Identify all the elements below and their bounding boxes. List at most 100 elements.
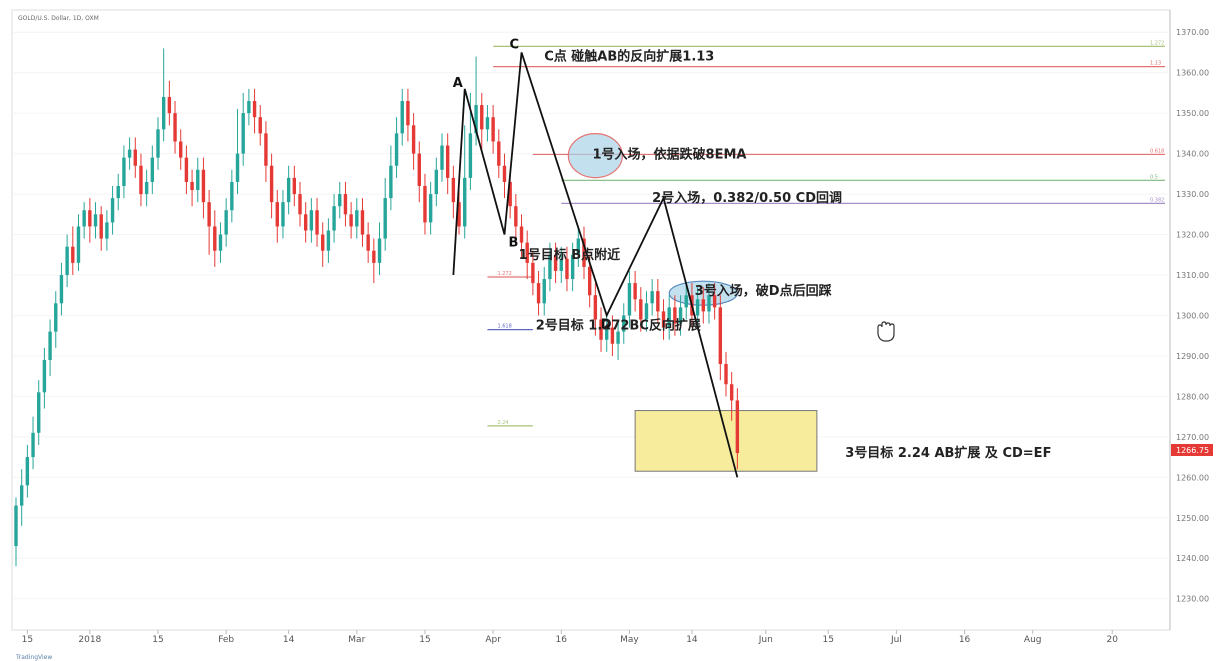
candle-body xyxy=(508,181,512,207)
candle xyxy=(451,165,456,219)
candle xyxy=(701,287,705,324)
candle-body xyxy=(224,210,228,235)
candle-body xyxy=(88,210,92,227)
candle-body xyxy=(565,258,569,280)
candle xyxy=(116,173,120,211)
candle-body xyxy=(133,149,137,166)
y-tick-label: 1290.00 xyxy=(1176,352,1209,361)
candle xyxy=(519,214,524,259)
candle-body xyxy=(474,105,478,134)
candle-body xyxy=(201,169,206,203)
y-tick-label: 1340.00 xyxy=(1176,150,1209,159)
candle xyxy=(59,262,64,316)
candle xyxy=(400,88,404,146)
price-tag-value: 1266.75 xyxy=(1176,446,1209,455)
candle xyxy=(673,295,677,336)
candle-body xyxy=(417,153,421,186)
candle xyxy=(286,165,291,215)
candle xyxy=(485,105,490,142)
x-tick-label: 15 xyxy=(823,635,834,645)
candle-body xyxy=(400,101,404,134)
x-tick-label: 14 xyxy=(283,635,295,645)
candle xyxy=(633,270,637,312)
candle-body xyxy=(366,234,370,251)
candle-body xyxy=(678,307,683,324)
candle xyxy=(196,157,200,203)
y-tick-label: 1310.00 xyxy=(1176,271,1209,280)
candle xyxy=(576,226,581,267)
candle xyxy=(332,194,336,243)
candle-body xyxy=(724,364,728,385)
candle xyxy=(667,295,671,340)
fib-level-label: 1.272 xyxy=(1150,40,1164,46)
candle-body xyxy=(684,295,688,308)
candle xyxy=(48,319,52,377)
candle-body xyxy=(42,359,47,393)
x-tick-label: May xyxy=(620,635,639,645)
candle-body xyxy=(644,303,649,320)
candle-body xyxy=(196,169,200,191)
candle xyxy=(326,218,331,263)
candle xyxy=(133,137,137,178)
candle-body xyxy=(286,177,291,203)
candle-body xyxy=(247,101,251,114)
candle xyxy=(54,291,58,348)
candle xyxy=(616,319,620,360)
candle-body xyxy=(627,283,632,316)
candle xyxy=(110,185,115,235)
candle-body xyxy=(542,279,546,304)
candle-body xyxy=(582,238,586,267)
candle xyxy=(88,198,92,243)
fib-level-label: 0.5 xyxy=(1150,174,1158,180)
candle-body xyxy=(497,141,501,166)
candle xyxy=(292,165,297,207)
candle-body xyxy=(616,331,620,344)
fib-level-label: 0.382 xyxy=(1150,197,1164,203)
candle xyxy=(372,238,376,284)
candle-body xyxy=(729,384,734,401)
candle xyxy=(457,190,461,235)
candle-body xyxy=(76,226,81,263)
fib-level-label: 0.618 xyxy=(1150,148,1164,154)
candle-body xyxy=(116,185,120,199)
candle xyxy=(553,242,558,284)
candle xyxy=(661,299,666,340)
candle-body xyxy=(71,246,75,263)
candle-body xyxy=(179,141,183,158)
candle xyxy=(338,181,342,219)
candle-body xyxy=(258,117,262,134)
candle xyxy=(252,88,257,134)
candle-body xyxy=(423,185,427,223)
candle xyxy=(480,92,484,150)
candle xyxy=(542,266,546,316)
candle xyxy=(184,145,189,195)
candle xyxy=(440,133,444,182)
candle-body xyxy=(207,202,211,227)
candle xyxy=(610,315,615,356)
candle-body xyxy=(718,307,723,365)
candle xyxy=(25,444,30,498)
candle-body xyxy=(673,307,677,324)
candle-body xyxy=(599,319,603,340)
annotation-text: C点 碰触AB的反向扩展1.13 xyxy=(544,49,714,65)
candle-body xyxy=(445,145,450,178)
candle-body xyxy=(252,101,257,118)
candle xyxy=(627,270,632,328)
candle xyxy=(605,315,609,352)
candle xyxy=(724,351,728,397)
candle xyxy=(582,226,586,280)
candle xyxy=(19,469,24,526)
candle-body xyxy=(59,274,64,304)
candle-body xyxy=(372,250,376,263)
x-tick-label: 16 xyxy=(556,635,568,645)
candle-body xyxy=(25,457,30,486)
candle-body xyxy=(105,222,109,239)
candle-body xyxy=(576,238,581,255)
candle xyxy=(349,202,353,239)
candle xyxy=(355,198,359,239)
candle-body xyxy=(468,133,473,178)
candle-body xyxy=(292,177,297,195)
candle-body xyxy=(360,210,365,235)
candle-body xyxy=(389,165,393,199)
